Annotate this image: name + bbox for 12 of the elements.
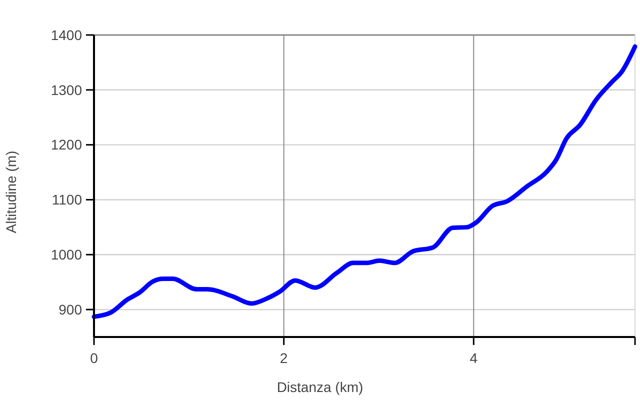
y-tick-label: 900	[58, 301, 82, 318]
x-tick-label: 0	[90, 350, 98, 366]
y-tick-label: 1200	[50, 136, 82, 153]
y-axis-title: Altitudine (m)	[3, 150, 19, 234]
y-tick-label: 1000	[50, 246, 82, 263]
line-series	[92, 44, 638, 319]
y-tick-label: 1300	[50, 82, 82, 98]
x-tick-label: 4	[470, 350, 478, 366]
y-tick-label: 1100	[52, 192, 82, 208]
x-tick-label: 2	[280, 350, 288, 366]
x-axis-title: Distanza (km)	[276, 379, 364, 395]
y-tick-label: 1400	[50, 26, 82, 43]
